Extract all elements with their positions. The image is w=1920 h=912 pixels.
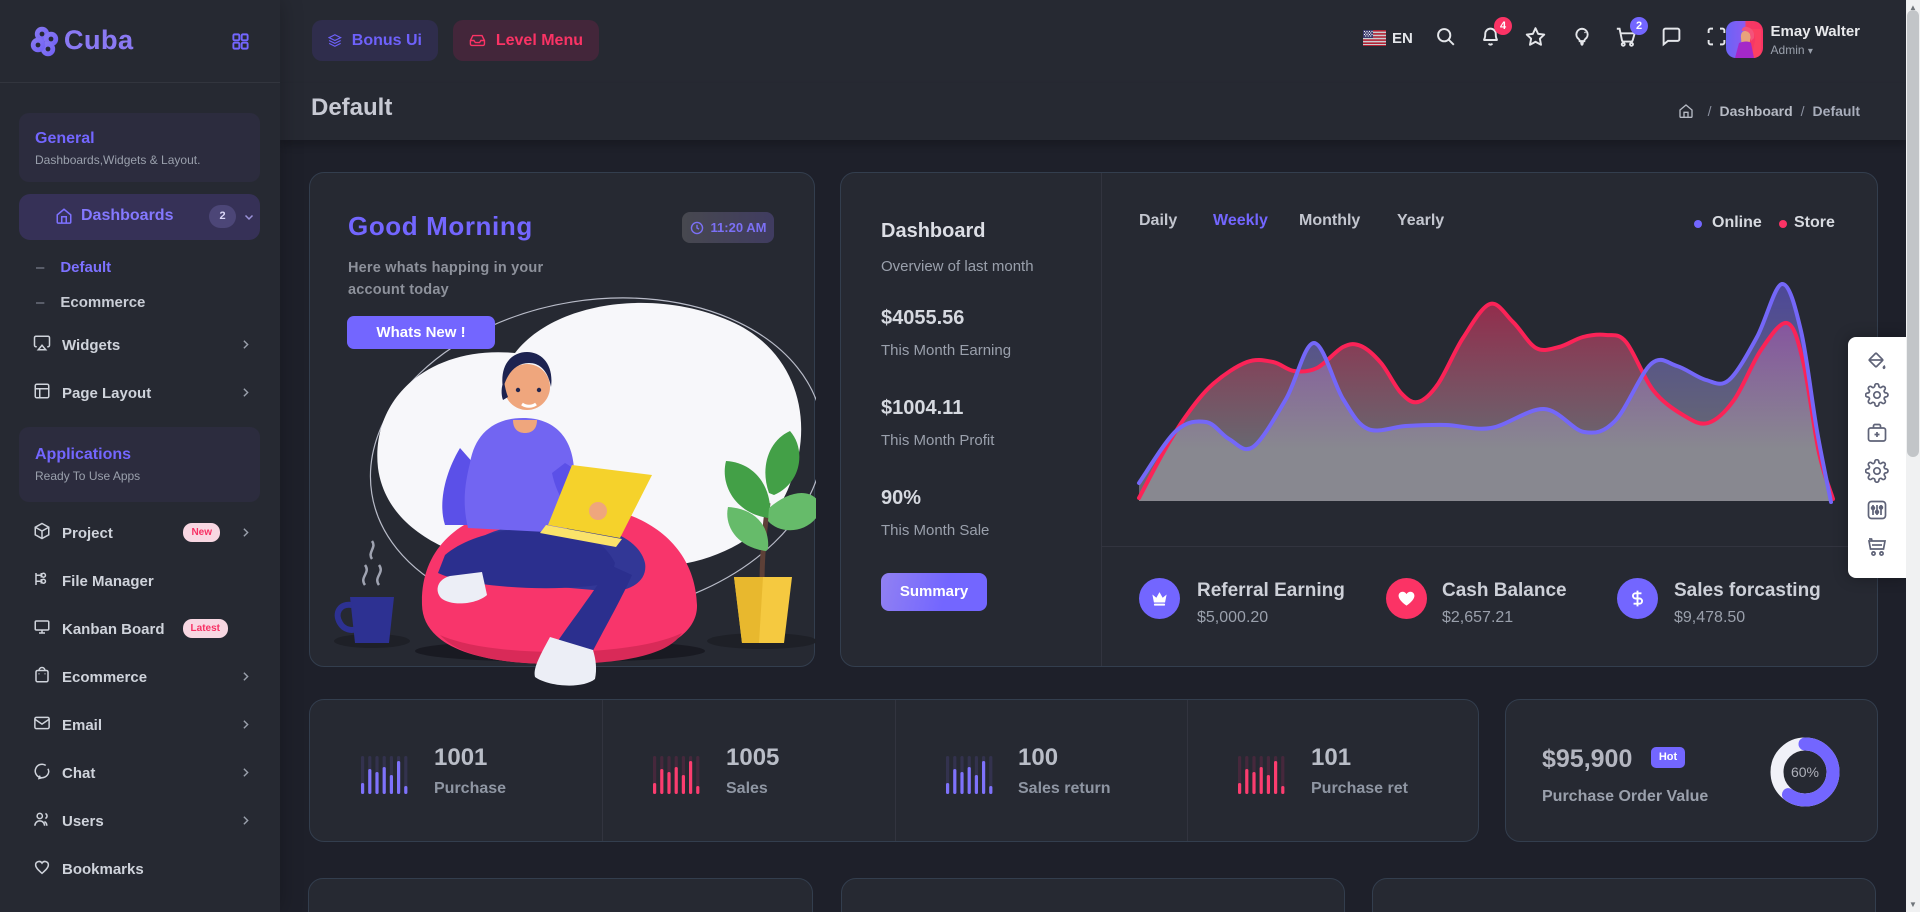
svg-text:60%: 60% [1791, 764, 1819, 780]
